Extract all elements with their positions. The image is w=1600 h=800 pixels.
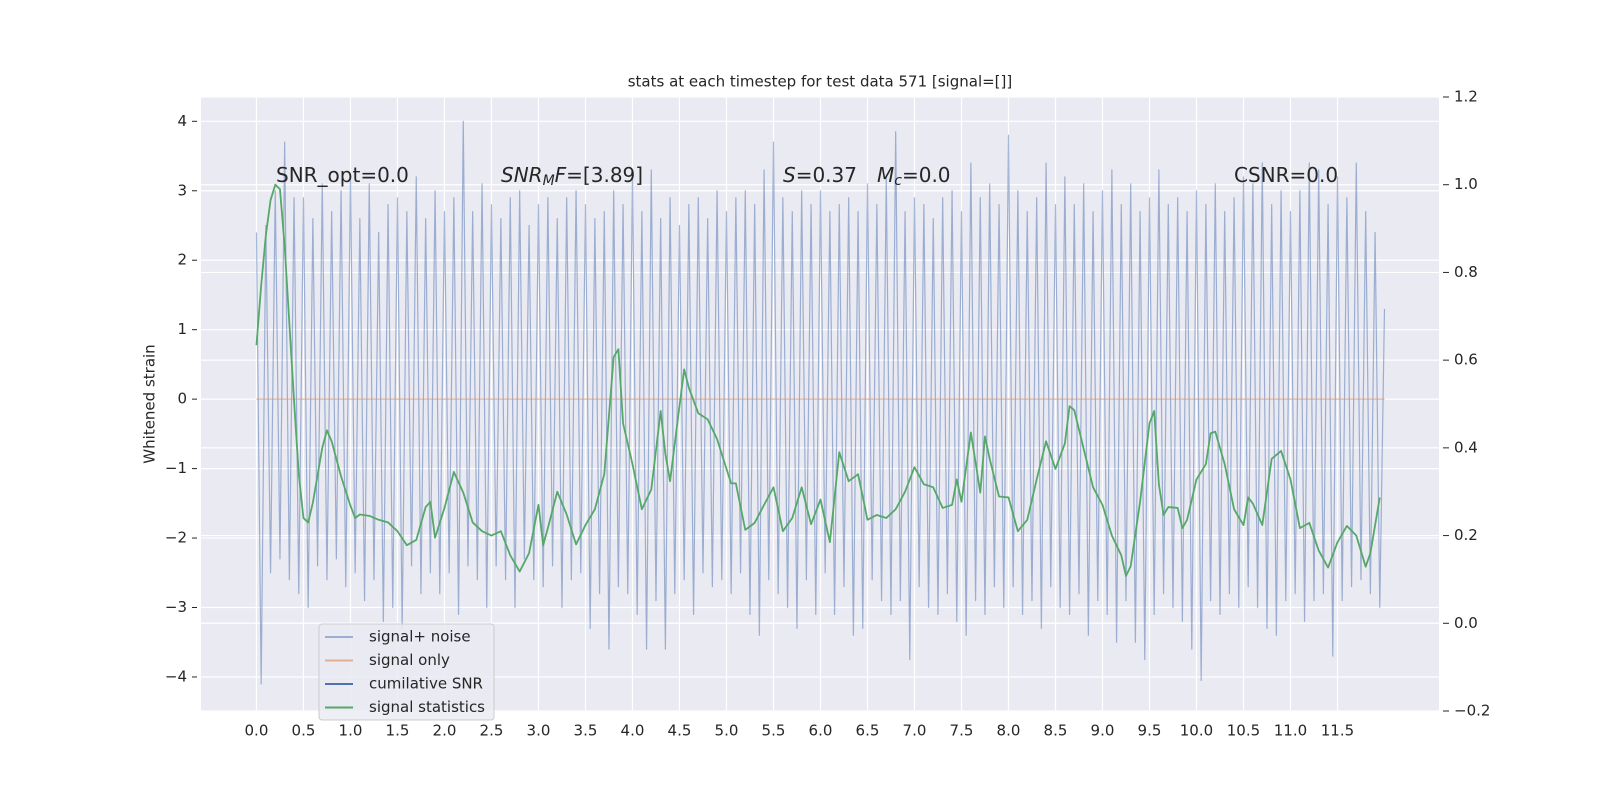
- y-tick-label: −3: [165, 598, 187, 616]
- annotation: CSNR=0.0: [1234, 163, 1338, 187]
- x-tick-label: 5.0: [715, 722, 739, 740]
- annotation-part: M: [543, 173, 555, 189]
- x-tick-label: 5.5: [762, 722, 786, 740]
- x-tick-label: 3.5: [574, 722, 598, 740]
- y2-tick-label: 0.0: [1454, 614, 1478, 632]
- legend-label: signal+ noise: [369, 628, 471, 646]
- x-tick-label: 1.5: [386, 722, 410, 740]
- x-tick-label: 6.0: [809, 722, 833, 740]
- annotation-part: =0.0: [902, 163, 951, 187]
- x-tick-label: 10.5: [1227, 722, 1260, 740]
- series-line: [255, 120, 1386, 685]
- y-tick-label: 2: [177, 251, 187, 269]
- y2-tick-label: 0.8: [1454, 263, 1478, 281]
- annotation-part: =0.37: [796, 163, 857, 187]
- y-axis-label: Whitened strain: [141, 344, 159, 463]
- x-tick-label: 1.0: [339, 722, 363, 740]
- annotation: Mc=0.0: [877, 163, 951, 190]
- y-tick-label: −1: [165, 459, 187, 477]
- y-tick-label: 4: [177, 112, 187, 130]
- legend-box: [318, 623, 495, 721]
- annotation-part: c: [894, 173, 902, 189]
- x-tick-label: 0.0: [245, 722, 269, 740]
- x-tick-label: 11.5: [1321, 722, 1354, 740]
- legend-label: signal statistics: [369, 698, 485, 716]
- x-tick-label: 3.0: [527, 722, 551, 740]
- legend-label: cumilative SNR: [369, 675, 483, 693]
- x-tick-label: 10.0: [1180, 722, 1213, 740]
- annotation: SNR_opt=0.0: [276, 163, 409, 187]
- x-tick-label: 8.5: [1044, 722, 1068, 740]
- annotation-part: SNR: [501, 163, 543, 187]
- y2-tick-label: 0.2: [1454, 526, 1478, 544]
- x-tick-label: 9.0: [1091, 722, 1115, 740]
- y2-tick-label: 1.2: [1454, 88, 1478, 106]
- series-line: [255, 183, 1381, 577]
- annotation: S=0.37: [783, 163, 857, 187]
- legend-label: signal only: [369, 651, 450, 669]
- x-tick-label: 4.0: [621, 722, 645, 740]
- x-tick-label: 11.0: [1274, 722, 1307, 740]
- annotation-part: F: [555, 163, 567, 187]
- y2-tick-label: 1.0: [1454, 175, 1478, 193]
- annotation-part: CSNR=0.0: [1234, 163, 1338, 187]
- x-tick-label: 8.0: [997, 722, 1021, 740]
- x-tick-label: 2.0: [433, 722, 457, 740]
- x-tick-label: 7.0: [903, 722, 927, 740]
- annotation: SNRMF=[3.89]: [501, 163, 643, 190]
- x-tick-label: 9.5: [1138, 722, 1162, 740]
- annotation-part: SNR_opt=0.0: [276, 163, 409, 187]
- x-tick-label: 4.5: [668, 722, 692, 740]
- y-tick-label: −4: [165, 667, 187, 685]
- annotation-part: M: [877, 163, 894, 187]
- y2-tick-label: 0.4: [1454, 438, 1478, 456]
- y-tick-label: −2: [165, 529, 187, 547]
- annotation-part: S: [783, 163, 796, 187]
- y2-tick-label: 0.6: [1454, 351, 1478, 369]
- x-tick-label: 2.5: [480, 722, 504, 740]
- y-tick-label: 1: [177, 320, 187, 338]
- y2-tick-label: −0.2: [1454, 702, 1490, 720]
- y-tick-label: 3: [177, 181, 187, 199]
- chart-title: stats at each timestep for test data 571…: [628, 73, 1013, 91]
- y-tick-label: 0: [177, 390, 187, 408]
- x-tick-label: 0.5: [292, 722, 316, 740]
- x-tick-label: 7.5: [950, 722, 974, 740]
- annotation-part: =[3.89]: [566, 163, 643, 187]
- x-tick-label: 6.5: [856, 722, 880, 740]
